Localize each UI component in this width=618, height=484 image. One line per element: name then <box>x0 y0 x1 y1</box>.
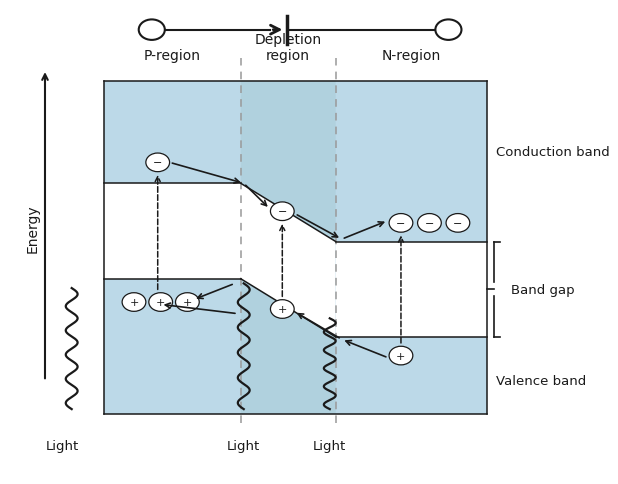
Text: +: + <box>156 297 166 307</box>
Text: Light: Light <box>313 439 347 453</box>
Text: −: − <box>396 218 405 228</box>
Text: +: + <box>183 297 192 307</box>
Polygon shape <box>241 279 336 414</box>
Text: Light: Light <box>46 439 80 453</box>
Circle shape <box>146 154 169 172</box>
Text: +: + <box>396 351 405 361</box>
Circle shape <box>418 214 441 233</box>
Text: +: + <box>277 304 287 315</box>
Circle shape <box>149 293 172 312</box>
Text: −: − <box>153 158 163 168</box>
Text: Conduction band: Conduction band <box>496 146 609 159</box>
Text: −: − <box>425 218 434 228</box>
Polygon shape <box>241 184 336 337</box>
Circle shape <box>389 214 413 233</box>
Bar <box>336 242 487 337</box>
Circle shape <box>122 293 146 312</box>
Circle shape <box>389 347 413 365</box>
Bar <box>104 184 241 279</box>
Text: N-region: N-region <box>382 49 441 63</box>
Text: Band gap: Band gap <box>510 283 574 296</box>
Circle shape <box>446 214 470 233</box>
Text: −: − <box>277 207 287 217</box>
Text: Energy: Energy <box>26 204 40 252</box>
Text: Depletion
region: Depletion region <box>255 33 322 63</box>
Circle shape <box>271 202 294 221</box>
Text: +: + <box>129 297 138 307</box>
Text: Light: Light <box>227 439 260 453</box>
Bar <box>104 82 487 414</box>
Text: P-region: P-region <box>144 49 201 63</box>
Circle shape <box>271 300 294 318</box>
Text: −: − <box>453 218 463 228</box>
Text: Valence band: Valence band <box>496 374 586 387</box>
Polygon shape <box>241 82 336 242</box>
Circle shape <box>176 293 199 312</box>
